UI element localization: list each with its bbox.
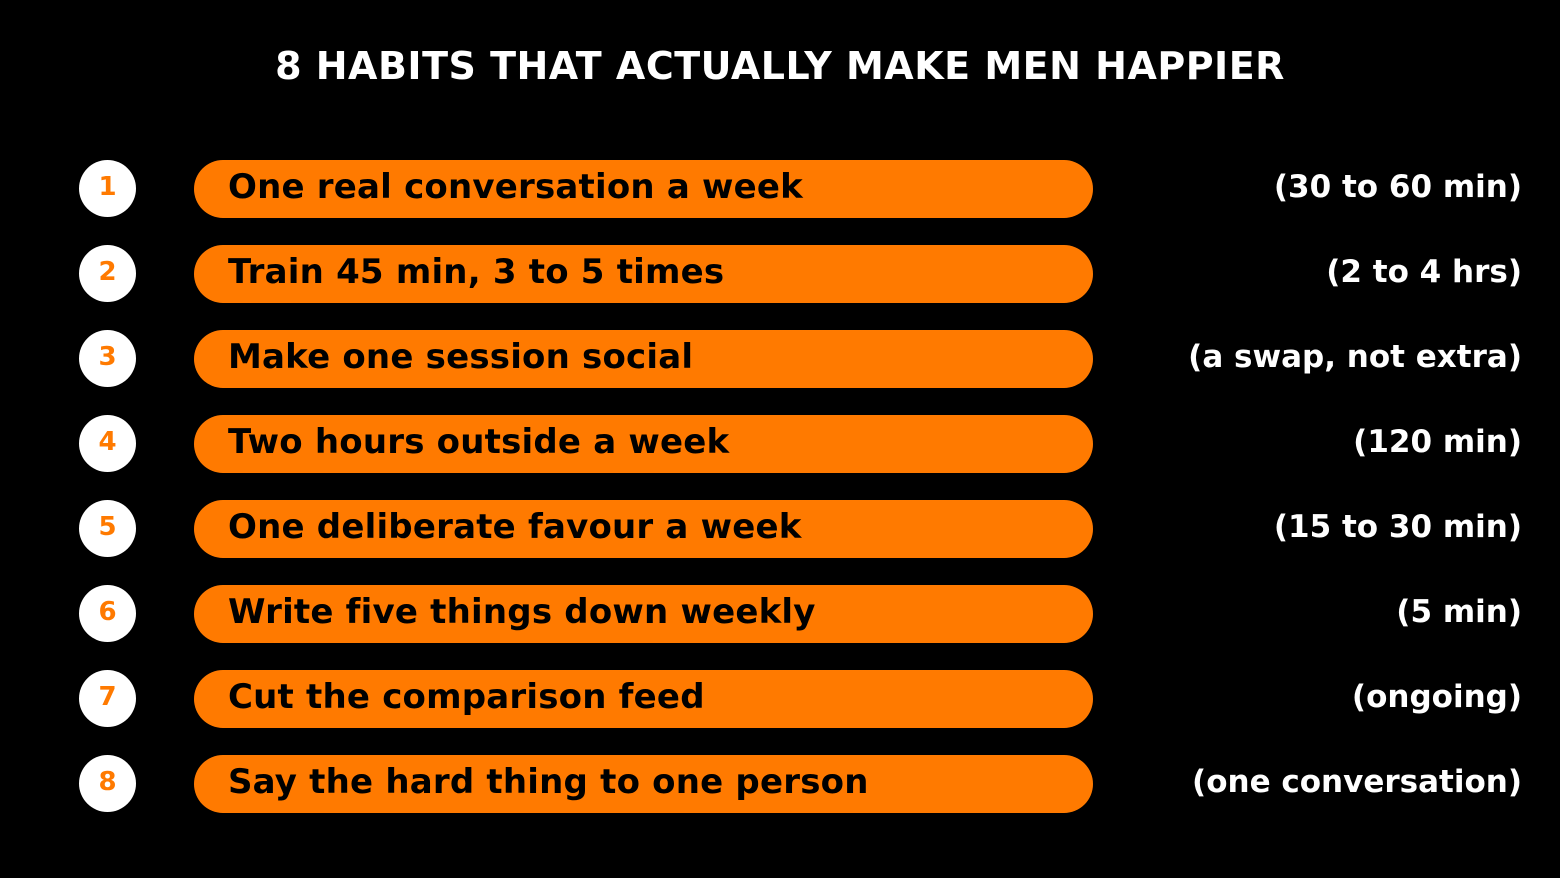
habit-label: One deliberate favour a week [228, 506, 802, 547]
habit-label: One real conversation a week [228, 166, 803, 207]
list-item: 7 Cut the comparison feed (ongoing) [0, 670, 1560, 728]
habit-time: (a swap, not extra) [1188, 338, 1522, 375]
habit-time: (15 to 30 min) [1273, 508, 1522, 545]
habit-time: (30 to 60 min) [1273, 168, 1522, 205]
habit-number-badge: 6 [79, 585, 136, 642]
habit-label: Two hours outside a week [228, 421, 730, 462]
habit-label: Write five things down weekly [228, 591, 816, 632]
habit-time: (5 min) [1396, 593, 1522, 630]
habit-time: (2 to 4 hrs) [1326, 253, 1522, 290]
list-item: 3 Make one session social (a swap, not e… [0, 330, 1560, 388]
habit-label-pill: Say the hard thing to one person [194, 755, 1093, 813]
habit-number-badge: 1 [79, 160, 136, 217]
habit-number-badge: 4 [79, 415, 136, 472]
habit-label: Train 45 min, 3 to 5 times [228, 251, 725, 292]
list-item: 5 One deliberate favour a week (15 to 30… [0, 500, 1560, 558]
habit-label-pill: Train 45 min, 3 to 5 times [194, 245, 1093, 303]
habit-time: (ongoing) [1351, 678, 1522, 715]
habit-number-badge: 5 [79, 500, 136, 557]
habit-number-badge: 7 [79, 670, 136, 727]
habit-time: (120 min) [1353, 423, 1522, 460]
page-title: 8 HABITS THAT ACTUALLY MAKE MEN HAPPIER [275, 44, 1285, 88]
habit-label-pill: Write five things down weekly [194, 585, 1093, 643]
habit-number-badge: 2 [79, 245, 136, 302]
habit-time: (one conversation) [1192, 763, 1522, 800]
habit-label-pill: One deliberate favour a week [194, 500, 1093, 558]
habit-label-pill: Cut the comparison feed [194, 670, 1093, 728]
list-item: 1 One real conversation a week (30 to 60… [0, 160, 1560, 218]
list-item: 4 Two hours outside a week (120 min) [0, 415, 1560, 473]
habit-label: Cut the comparison feed [228, 676, 705, 717]
habit-label-pill: One real conversation a week [194, 160, 1093, 218]
habit-label-pill: Two hours outside a week [194, 415, 1093, 473]
habit-label: Make one session social [228, 336, 694, 377]
habit-label: Say the hard thing to one person [228, 761, 869, 802]
list-item: 2 Train 45 min, 3 to 5 times (2 to 4 hrs… [0, 245, 1560, 303]
list-item: 8 Say the hard thing to one person (one … [0, 755, 1560, 813]
habit-number-badge: 3 [79, 330, 136, 387]
habit-label-pill: Make one session social [194, 330, 1093, 388]
habit-number-badge: 8 [79, 755, 136, 812]
list-item: 6 Write five things down weekly (5 min) [0, 585, 1560, 643]
